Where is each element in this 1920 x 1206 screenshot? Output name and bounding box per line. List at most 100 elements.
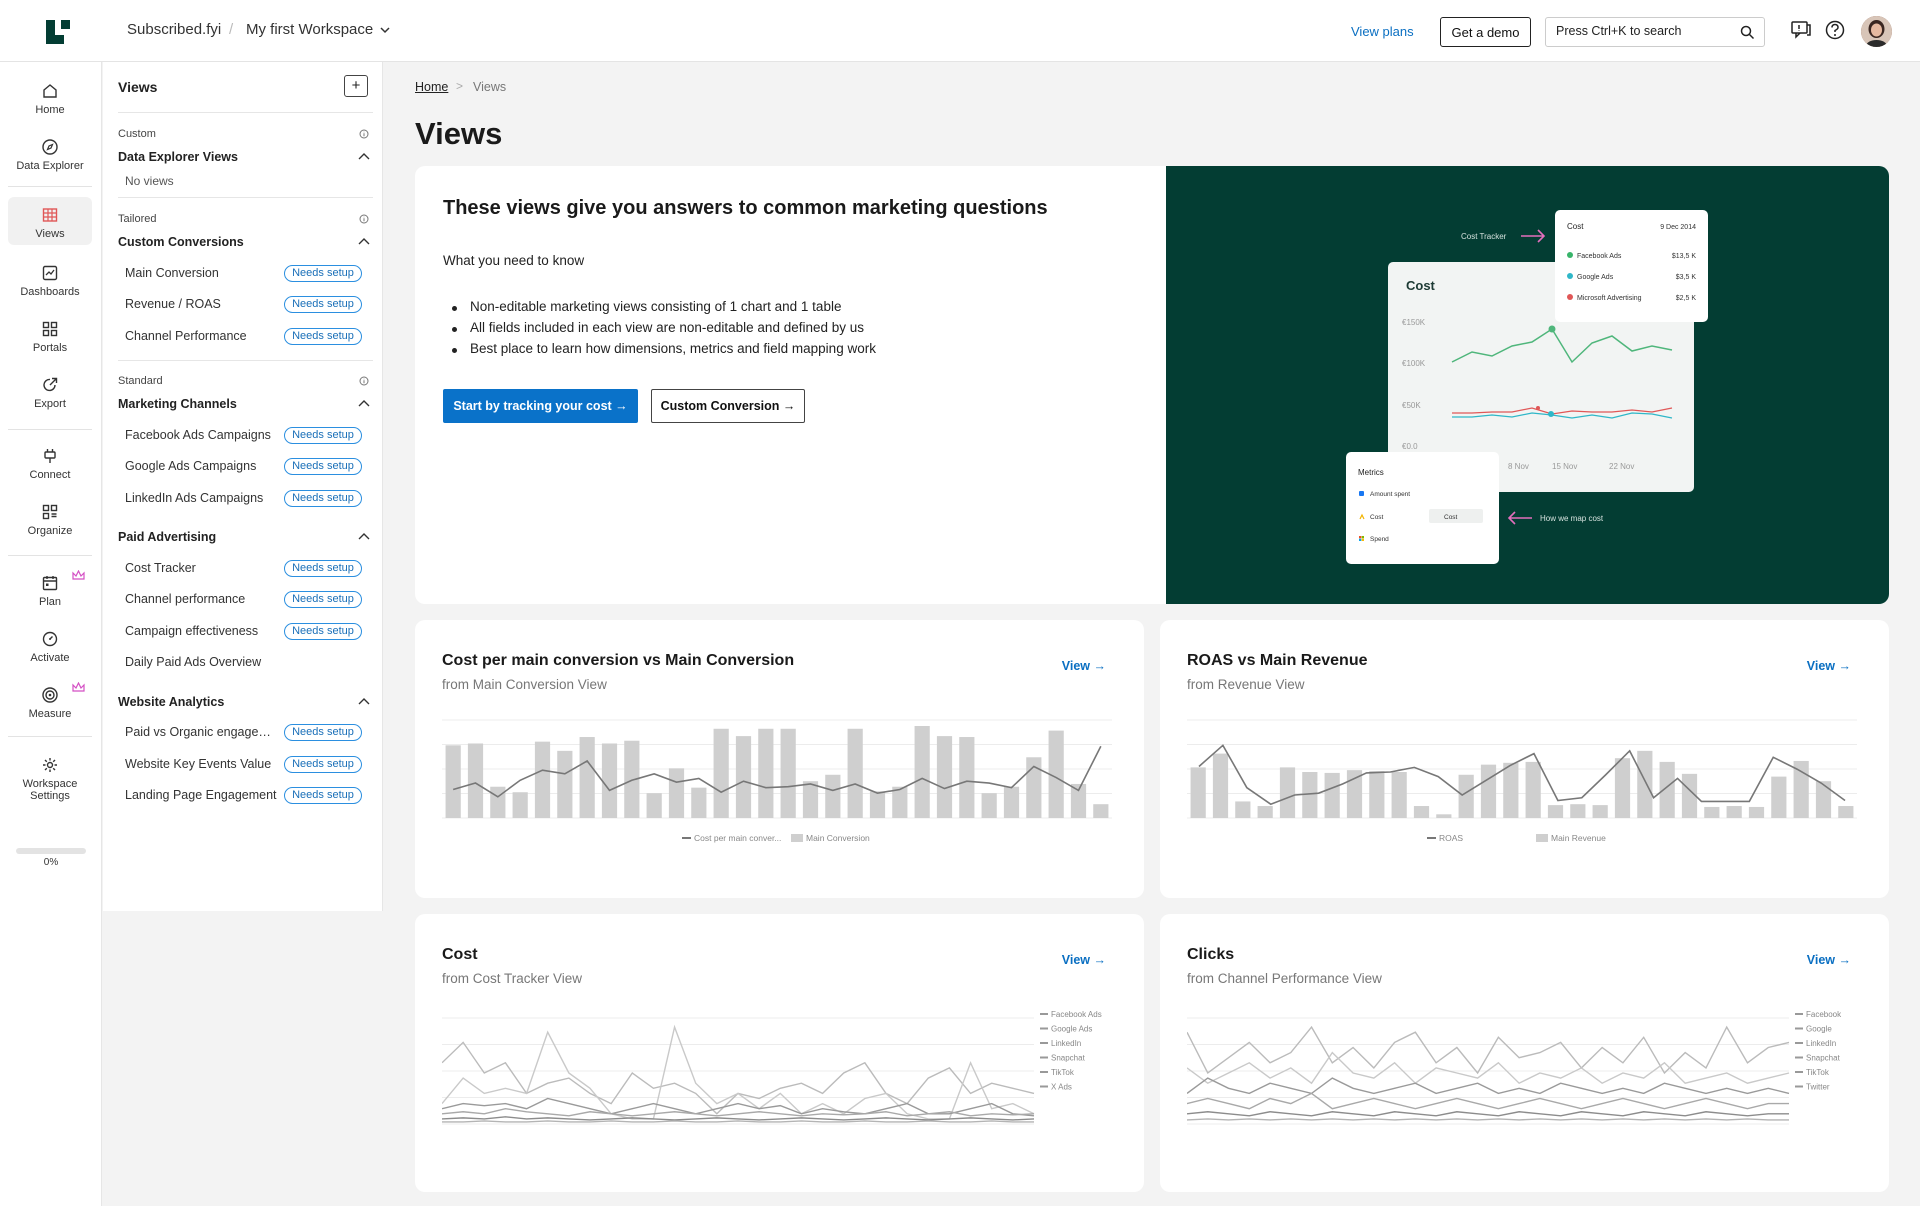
intro-banner: These views give you answers to common m… (415, 166, 1889, 604)
help-icon[interactable] (1824, 19, 1846, 41)
view-item-channel-performance-paid[interactable]: Channel performance (125, 592, 246, 606)
bar (1771, 776, 1787, 818)
chart-card-roas-revenue: ROAS vs Main Revenue from Revenue View V… (1160, 620, 1889, 898)
legend-label: Google Ads (1051, 1025, 1092, 1034)
tooltip-row-name: Google Ads (1577, 274, 1614, 281)
chevron-up-icon[interactable] (358, 237, 370, 245)
illustration-chart-title: Cost (1406, 278, 1436, 293)
combo-chart-roas-revenue: ROAS Main Revenue (1187, 719, 1857, 843)
microsoft-icon-part (1361, 536, 1364, 539)
legend-label: LinkedIn (1806, 1039, 1836, 1048)
tooltip-row-value: $13,5 K (1672, 253, 1696, 260)
illustration-x-tick: 22 Nov (1609, 462, 1634, 471)
info-icon[interactable] (359, 376, 369, 386)
group-marketing-channels[interactable]: Marketing Channels (118, 397, 237, 411)
nav-measure-label: Measure (28, 708, 72, 720)
illustration-y-tick: €150K (1402, 318, 1426, 327)
nav-organize[interactable]: Organize (8, 499, 92, 541)
nav-activate[interactable]: Activate (8, 626, 92, 668)
bar (579, 737, 595, 818)
nav-data-explorer-label: Data Explorer (16, 160, 84, 172)
view-item-landing-page-engagement[interactable]: Landing Page Engagement (125, 788, 277, 802)
nav-data-explorer[interactable]: Data Explorer (8, 134, 92, 176)
chart-legend: Facebook Google LinkedIn Snapchat TikTok Twit… (1795, 1010, 1842, 1092)
microsoft-icon (1359, 536, 1362, 539)
view-item-channel-performance[interactable]: Channel Performance (125, 329, 247, 343)
compass-icon (42, 139, 58, 155)
view-link[interactable]: View → (1062, 659, 1106, 673)
bar (1302, 772, 1318, 818)
view-link[interactable]: View → (1062, 953, 1106, 967)
group-data-explorer-views[interactable]: Data Explorer Views (118, 150, 238, 164)
view-item-campaign-effectiveness[interactable]: Campaign effectiveness (125, 624, 259, 638)
view-item-linkedin-ads-campaigns[interactable]: LinkedIn Ads Campaigns (125, 491, 264, 505)
intro-title: These views give you answers to common m… (443, 197, 1048, 219)
breadcrumb-home[interactable]: Home (415, 80, 449, 94)
nav-workspace-settings[interactable]: Workspace Settings (8, 752, 92, 808)
needs-setup-badge: Needs setup (284, 296, 362, 313)
group-paid-advertising[interactable]: Paid Advertising (118, 530, 217, 544)
bar (1458, 774, 1474, 818)
search-input[interactable] (1556, 24, 1736, 38)
portals-icon (42, 321, 58, 337)
search-icon[interactable] (1740, 25, 1755, 40)
info-icon[interactable] (359, 214, 369, 224)
line-series (442, 1107, 1035, 1117)
user-avatar[interactable] (1861, 16, 1892, 47)
chevron-up-icon[interactable] (358, 152, 370, 160)
feedback-icon[interactable] (1790, 19, 1812, 41)
bar (1592, 805, 1608, 818)
bar (1748, 806, 1765, 818)
view-item-facebook-ads-campaigns[interactable]: Facebook Ads Campaigns (125, 428, 271, 442)
nav-home[interactable]: Home (8, 78, 92, 120)
workspace-switcher[interactable]: My first Workspace (246, 21, 390, 38)
bar (1257, 806, 1273, 818)
illustration-point (1536, 406, 1540, 410)
nav-views[interactable]: Views (8, 197, 92, 245)
chevron-up-icon[interactable] (358, 532, 370, 540)
legend-label: Facebook Ads (1051, 1010, 1102, 1019)
view-plans-link[interactable]: View plans (1351, 24, 1414, 39)
mapped-field-label: Cost (1444, 514, 1458, 521)
get-demo-button[interactable]: Get a demo (1440, 17, 1531, 47)
bar (758, 728, 774, 818)
view-link[interactable]: View → (1807, 953, 1851, 967)
nav-portals[interactable]: Portals (8, 318, 92, 360)
view-item-daily-paid-ads-overview[interactable]: Daily Paid Ads Overview (125, 655, 262, 669)
info-icon[interactable] (359, 129, 369, 139)
bar (1436, 814, 1452, 818)
start-tracking-cost-button[interactable]: Start by tracking your cost → (443, 389, 638, 423)
legend-label: Cost per main conver... (694, 833, 781, 843)
nav-views-label: Views (35, 228, 65, 240)
app-logo[interactable] (44, 18, 74, 46)
chevron-up-icon[interactable] (358, 697, 370, 705)
view-item-website-key-events-value[interactable]: Website Key Events Value (125, 757, 272, 771)
bar (1793, 760, 1809, 818)
group-custom-conversions[interactable]: Custom Conversions (118, 235, 244, 249)
group-website-analytics[interactable]: Website Analytics (118, 695, 225, 709)
nav-measure[interactable]: Measure (8, 682, 92, 724)
view-link[interactable]: View → (1807, 659, 1851, 673)
nav-home-label: Home (35, 104, 65, 116)
view-item-revenue-roas[interactable]: Revenue / ROAS (125, 297, 221, 311)
arrow-right-icon (1521, 229, 1546, 243)
intro-bullet: All fields included in each view are non… (443, 320, 1143, 341)
view-item-paid-vs-organic[interactable]: Paid vs Organic engage… (125, 725, 271, 739)
breadcrumb-separator: > (456, 79, 464, 93)
add-view-button[interactable]: + (344, 75, 368, 97)
nav-export[interactable]: Export (8, 374, 92, 416)
bar (1413, 806, 1430, 818)
brand-name[interactable]: Subscribed.fyi (127, 21, 222, 38)
bar (1704, 806, 1720, 818)
chevron-up-icon[interactable] (358, 399, 370, 407)
nav-connect[interactable]: Connect (8, 443, 92, 485)
nav-plan[interactable]: Plan (8, 570, 92, 612)
custom-conversion-button[interactable]: Custom Conversion → (651, 389, 805, 423)
view-item-main-conversion[interactable]: Main Conversion (125, 266, 219, 280)
illustration-line-facebook (1451, 327, 1673, 364)
view-item-cost-tracker[interactable]: Cost Tracker (125, 561, 196, 575)
rail-divider (8, 429, 92, 430)
view-item-google-ads-campaigns[interactable]: Google Ads Campaigns (125, 459, 257, 473)
nav-dashboards[interactable]: Dashboards (8, 262, 92, 304)
search-box[interactable] (1545, 17, 1765, 47)
